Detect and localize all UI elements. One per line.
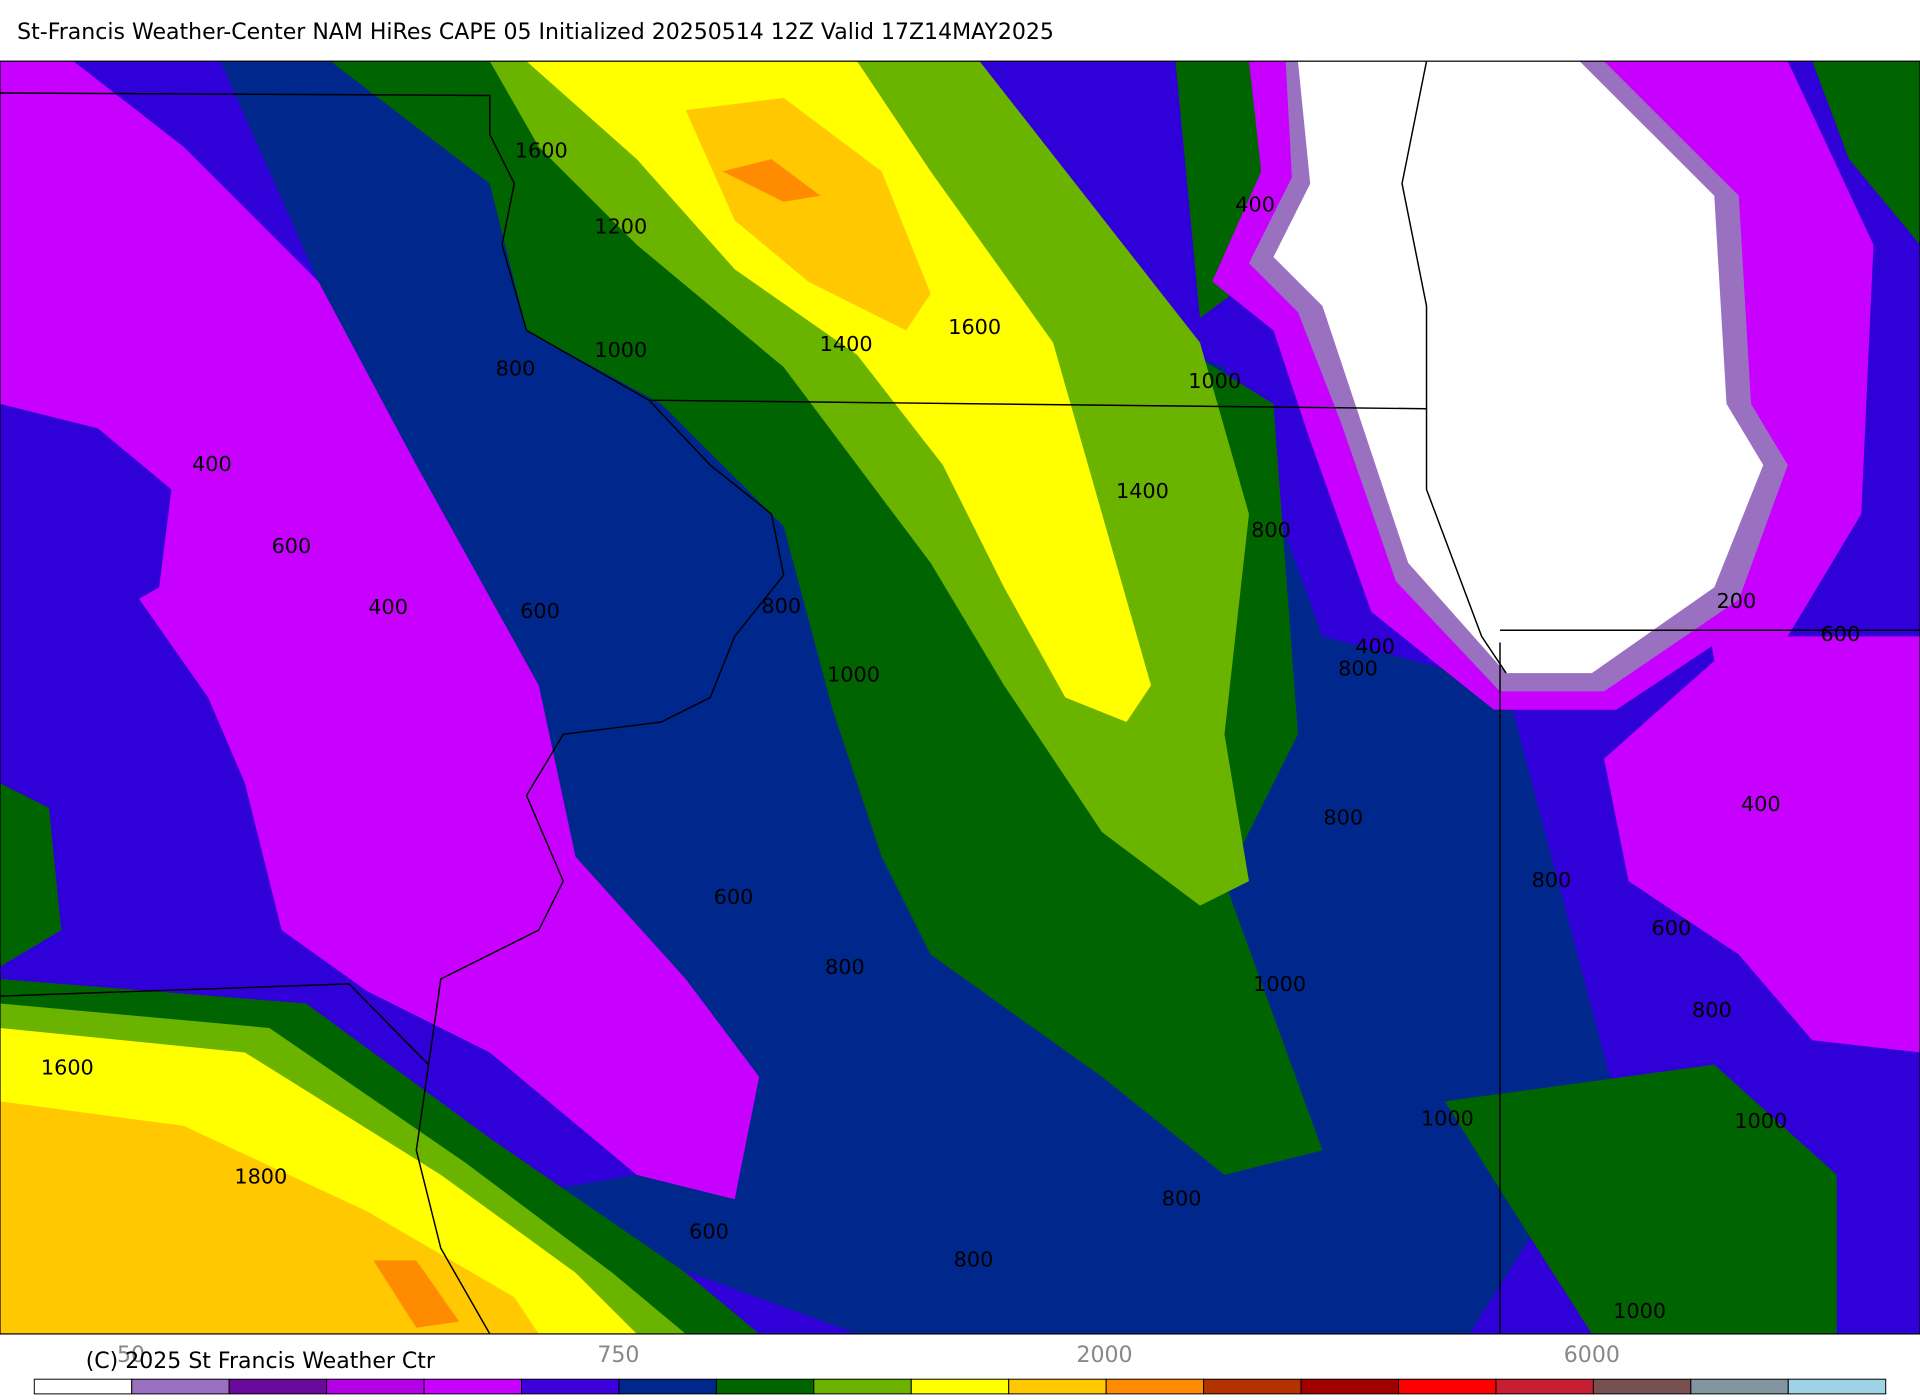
contour-label: 1000 [1421, 1107, 1474, 1131]
colorbar-swatch [1398, 1378, 1497, 1395]
colorbar-swatch [1495, 1378, 1594, 1395]
region [722, 159, 821, 202]
contour-label: 400 [1741, 792, 1781, 816]
colorbar-swatch [813, 1378, 912, 1395]
contour-label: 600 [520, 599, 560, 623]
colorbar-swatch [131, 1378, 230, 1395]
border [0, 983, 430, 1066]
colorbar-swatch [1592, 1378, 1692, 1395]
contour-label: 600 [689, 1219, 729, 1243]
contour-label: 1600 [948, 315, 1001, 339]
colorbar-swatch [521, 1378, 620, 1395]
colorbar-swatch [33, 1378, 133, 1395]
border [415, 399, 785, 1335]
contour-label: 400 [1355, 634, 1395, 658]
contour-label: 800 [496, 357, 536, 381]
colorbar-label: 750 [597, 1343, 639, 1368]
colorbar-label: 6000 [1564, 1343, 1620, 1368]
contour-label: 1800 [234, 1164, 287, 1188]
contour-label: 800 [825, 955, 865, 979]
contour-label: 600 [272, 534, 312, 558]
colorbar-swatch [1203, 1378, 1302, 1395]
region [373, 1260, 460, 1328]
colorbar-label: 50 [117, 1343, 145, 1368]
contour-label: 800 [954, 1247, 994, 1271]
contour-label: 1400 [820, 332, 873, 356]
copyright: (C) 2025 St Francis Weather Ctr [86, 1349, 436, 1374]
contour-label: 1600 [41, 1055, 94, 1079]
region [0, 61, 760, 1200]
colorbar-swatch [1690, 1378, 1789, 1395]
contour-label: 1600 [515, 139, 568, 163]
border [0, 92, 1427, 410]
lake [1273, 61, 1764, 674]
colorbar-swatch [326, 1378, 425, 1395]
contour-label: 1000 [1188, 369, 1241, 393]
region [1444, 1064, 1837, 1334]
contour-label: 1000 [1734, 1109, 1787, 1133]
contour-labels: 1600120010008001400160040010001400800400… [41, 139, 1860, 1323]
contour-label: 800 [1532, 868, 1572, 892]
contour-label: 800 [761, 594, 801, 618]
contour-label: 800 [1162, 1186, 1202, 1210]
colorbar-swatch [228, 1378, 328, 1395]
colorbar-label: 2000 [1076, 1343, 1132, 1368]
colorbar-swatch [423, 1378, 522, 1395]
contour-label: 400 [368, 595, 408, 619]
contour-label: 800 [1251, 518, 1291, 542]
contour-label: 1000 [1253, 972, 1306, 996]
contour-label: 1200 [594, 215, 647, 239]
colorbar-swatch [715, 1378, 815, 1395]
contour-label: 800 [1692, 998, 1732, 1022]
borders [0, 61, 1920, 1335]
region [1812, 61, 1920, 245]
contour-label: 800 [1323, 806, 1363, 830]
title: St-Francis Weather-Center NAM HiRes CAPE… [17, 20, 1054, 45]
colorbar-swatch [1008, 1378, 1107, 1395]
contour-label: 600 [1821, 622, 1861, 646]
colorbar: 50 750 2000 6000 [33, 1343, 1887, 1395]
colorbar-swatch [910, 1378, 1010, 1395]
colorbar-swatch [1105, 1378, 1205, 1395]
region [685, 97, 931, 331]
region [0, 783, 62, 967]
contour-label: 400 [192, 452, 232, 476]
border [1401, 61, 1507, 674]
contour-label: 400 [1235, 193, 1275, 217]
contour-label: 200 [1716, 589, 1756, 613]
colorbar-swatch [1300, 1378, 1399, 1395]
contour-label: 600 [1652, 916, 1692, 940]
contour-label: 600 [714, 885, 754, 909]
map: 1600120010008001400160040010001400800400… [0, 61, 1920, 1335]
region [0, 403, 172, 637]
colorbar-swatch [1787, 1378, 1887, 1395]
contour-label: 1000 [827, 663, 880, 687]
region [526, 61, 1152, 723]
colorbar-swatch [618, 1378, 717, 1395]
region [489, 61, 1249, 906]
map-frame [0, 60, 1920, 1335]
contour-label: 1000 [1613, 1299, 1666, 1323]
contour-label: 1400 [1116, 479, 1169, 503]
contour-label: 800 [1338, 656, 1378, 680]
contour-label: 1000 [594, 338, 647, 362]
